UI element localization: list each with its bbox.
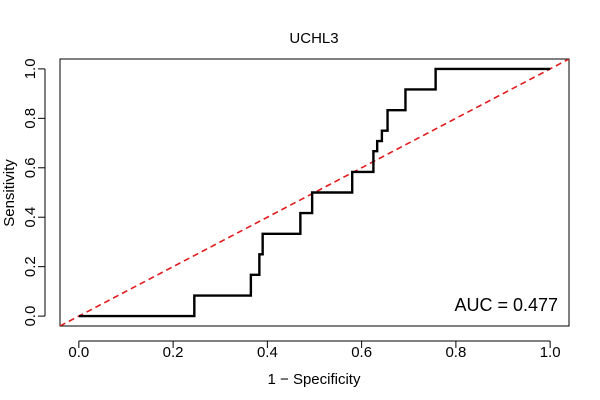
- x-tick-label: 0.6: [351, 344, 372, 361]
- plot-area: 0.0 0.2 0.4 0.6 0.8 1.0 0.0 0.2 0.4 0.6 0.8 1.0: [22, 58, 570, 361]
- plot-frame: [59, 58, 570, 327]
- y-tick-label: 0.2: [22, 256, 39, 277]
- reference-diagonal-line: [60, 59, 569, 326]
- x-tick-label: 0.2: [163, 344, 184, 361]
- y-tick-label: 0.0: [22, 306, 39, 327]
- y-tick-label: 0.6: [22, 157, 39, 178]
- x-tick-label: 0.0: [68, 344, 89, 361]
- y-tick-label: 0.4: [22, 207, 39, 228]
- x-tick-label: 0.8: [445, 344, 466, 361]
- roc-curve-line: [78, 67, 551, 318]
- y-tick-label: 1.0: [22, 58, 39, 79]
- x-axis-title: 1 − Specificity: [268, 371, 361, 388]
- chart-title: UCHL3: [289, 30, 338, 47]
- x-tick-label: 0.4: [257, 344, 278, 361]
- auc-annotation: AUC = 0.477: [454, 295, 558, 315]
- y-tick-label: 0.8: [22, 108, 39, 129]
- x-tick-label: 1.0: [540, 344, 561, 361]
- y-axis-title: Sensitivity: [1, 159, 18, 227]
